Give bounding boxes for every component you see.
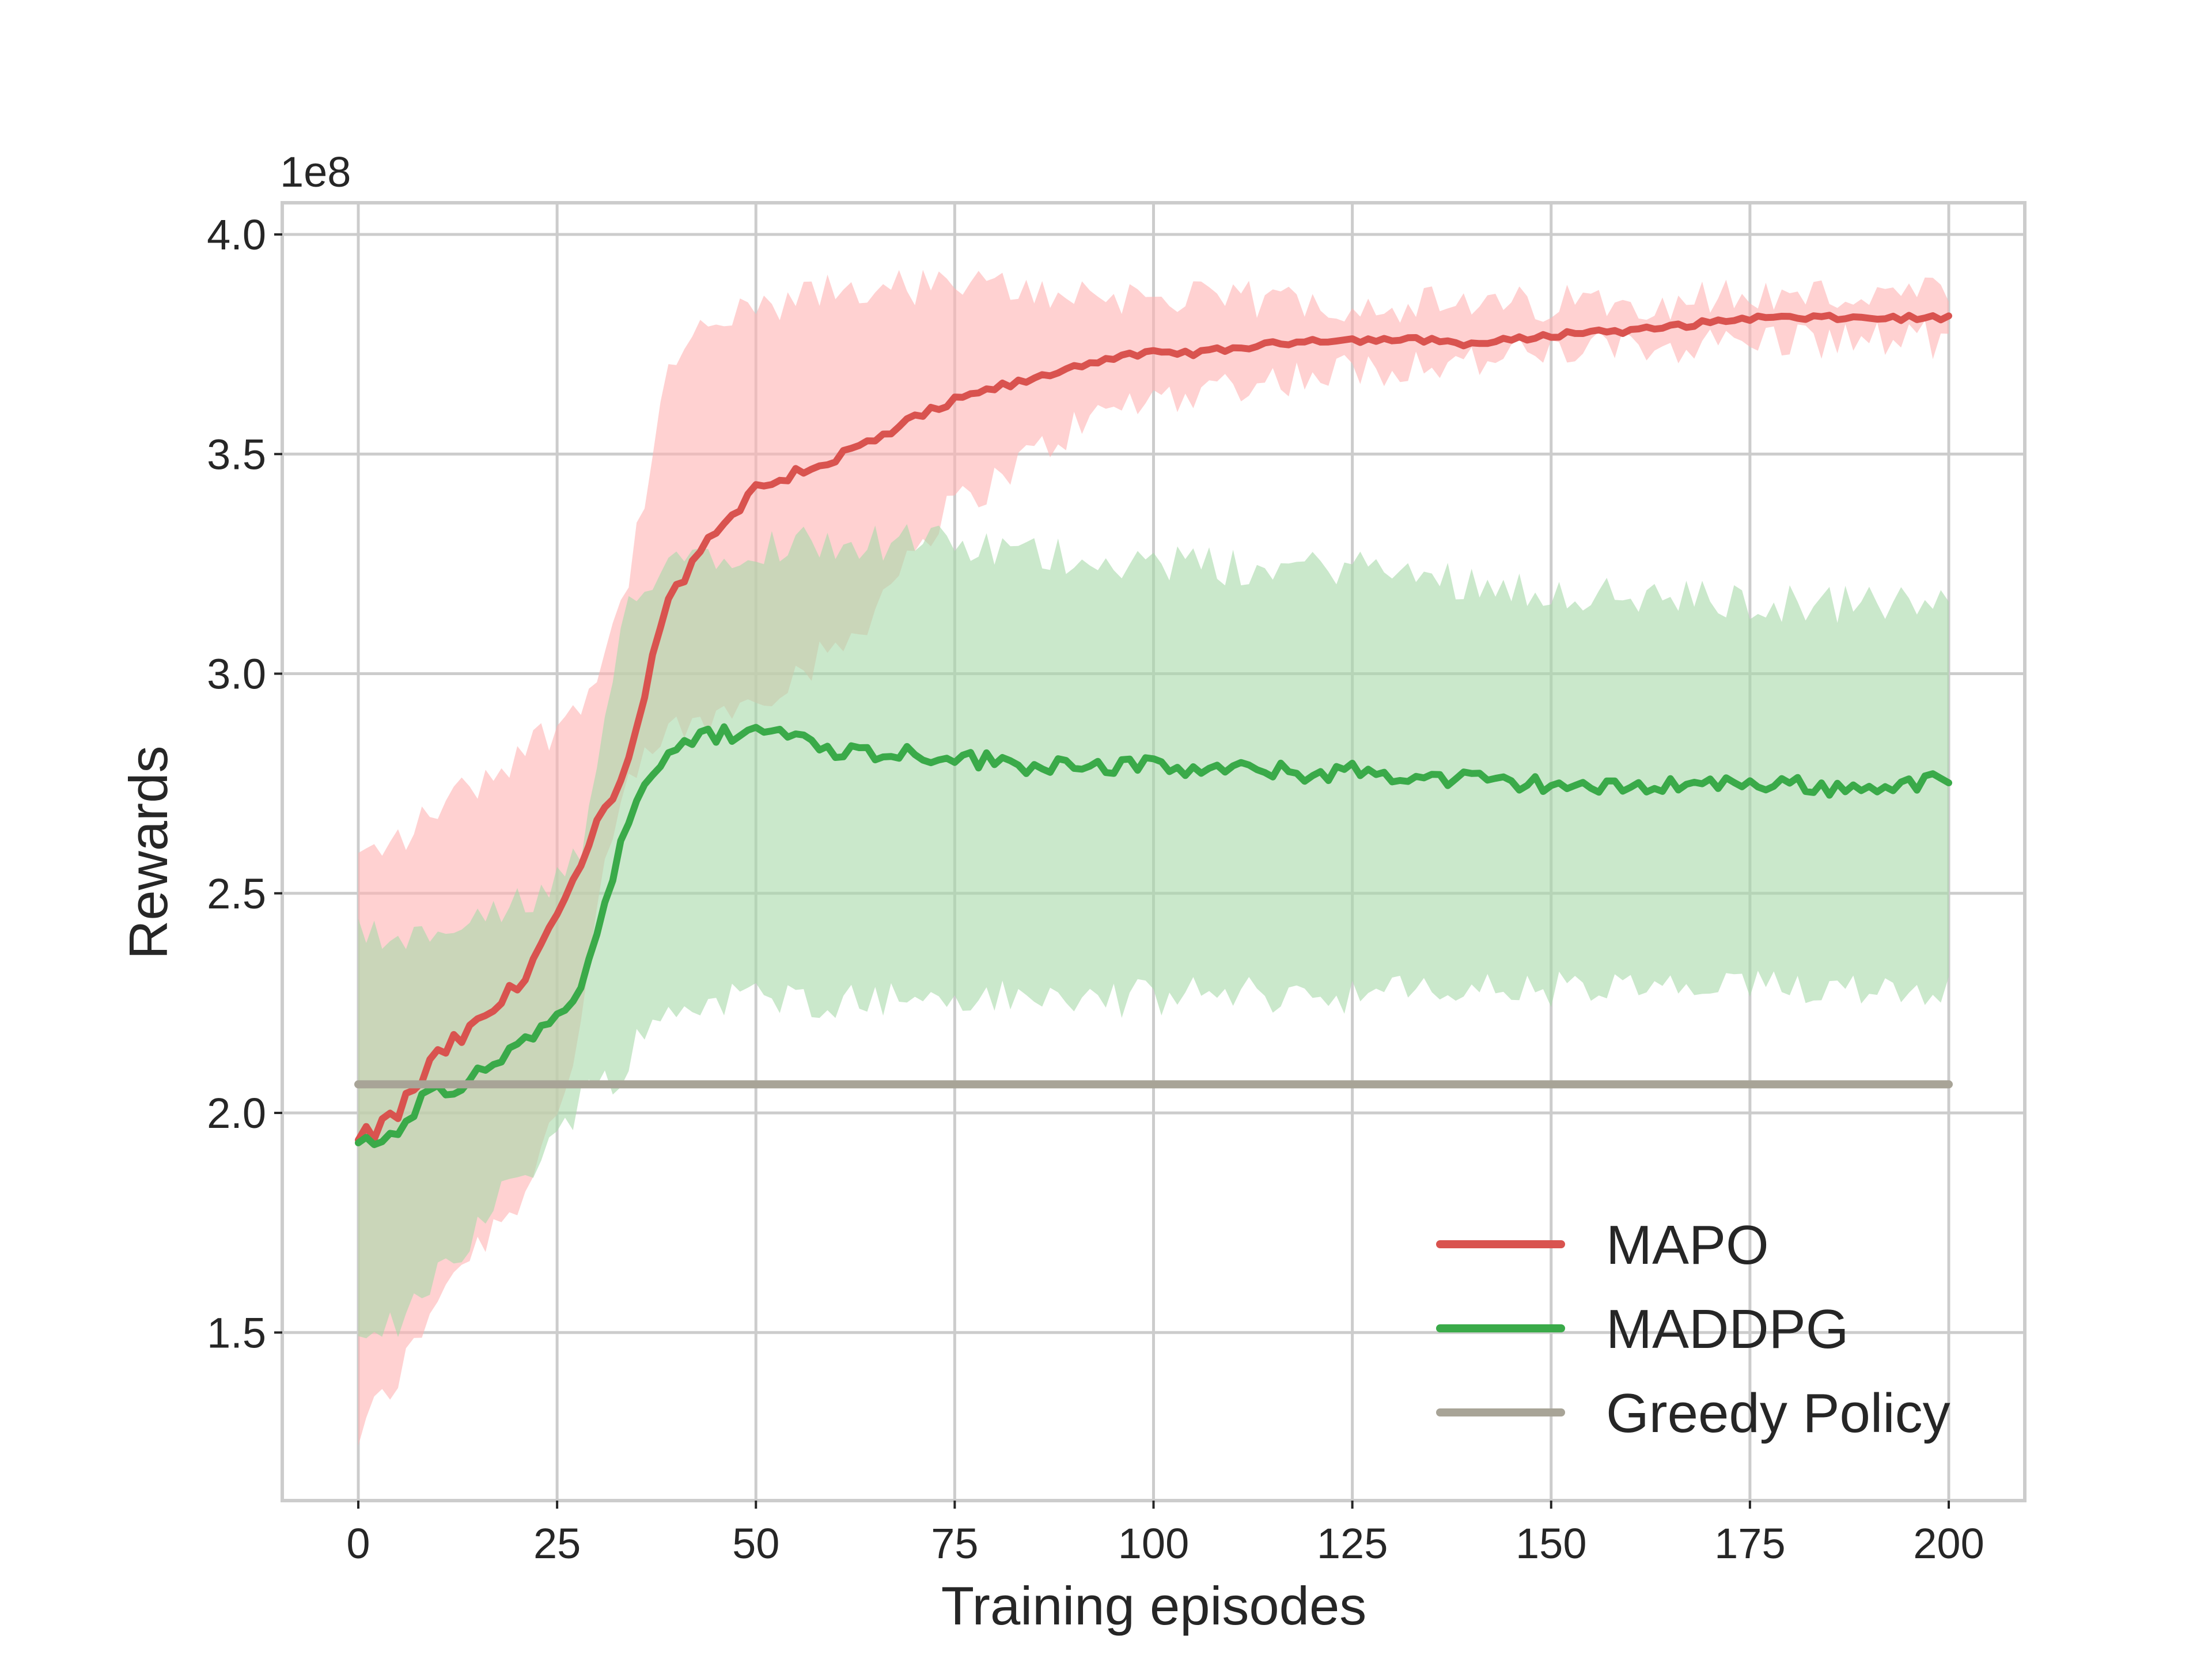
y-axis-offset-text: 1e8 bbox=[280, 148, 351, 196]
x-tick-label: 0 bbox=[346, 1520, 370, 1567]
y-tick-label: 3.0 bbox=[207, 650, 266, 698]
legend-label-greedy-policy: Greedy Policy bbox=[1606, 1382, 1950, 1444]
x-axis-label: Training episodes bbox=[941, 1575, 1367, 1636]
x-tick-label: 150 bbox=[1516, 1520, 1586, 1567]
y-tick-label: 2.5 bbox=[207, 870, 266, 918]
y-tick-label: 1.5 bbox=[207, 1309, 266, 1357]
maddpg-line bbox=[355, 723, 1952, 1149]
mapo-line bbox=[355, 312, 1952, 1144]
y-tick-label: 2.0 bbox=[207, 1089, 266, 1137]
x-tick-label: 25 bbox=[533, 1520, 581, 1567]
x-tick-label: 175 bbox=[1714, 1520, 1785, 1567]
x-tick-label: 200 bbox=[1913, 1520, 1984, 1567]
y-tick-label: 3.5 bbox=[207, 430, 266, 478]
x-tick-label: 100 bbox=[1118, 1520, 1189, 1567]
x-tick-label: 75 bbox=[931, 1520, 978, 1567]
y-tick-label: 4.0 bbox=[207, 211, 266, 259]
series-lines bbox=[354, 312, 1953, 1149]
x-tick-label: 50 bbox=[732, 1520, 779, 1567]
legend-label-mapo: MAPO bbox=[1606, 1214, 1769, 1276]
legend: MAPO MADDPG Greedy Policy bbox=[1436, 1214, 1950, 1444]
axis-ticks: 0 25 50 75 100 125 150 175 200 1.5 2.0 2.5 3.0 3.5 4.0 bbox=[207, 211, 1984, 1567]
y-axis-label: Rewards bbox=[118, 746, 179, 960]
x-tick-label: 125 bbox=[1317, 1520, 1388, 1567]
legend-label-maddpg: MADDPG bbox=[1606, 1298, 1849, 1360]
